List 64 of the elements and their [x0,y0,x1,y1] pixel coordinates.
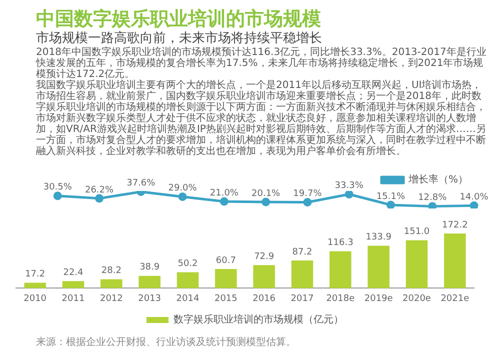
point [178,192,187,202]
chart-title: 中国数字娱乐职业培训的市场规模 [36,8,322,30]
data-label: 28.2 [101,266,122,276]
point [95,194,104,203]
data-label: 14.0% [460,192,489,202]
bar [406,240,428,288]
data-label: 172.2 [442,220,468,230]
data-label: 22.4 [63,268,84,278]
point [220,197,228,206]
x-tick-label: 2017 [290,294,314,304]
legend-label: 数字娱乐职业培训的市场规模（亿元） [174,314,344,326]
data-label: 19.7% [293,189,322,200]
data-label: 21.0% [210,188,239,198]
source-note: 来源：根据企业公开财报、行业访谈及统计预测模型估算。 [36,337,297,349]
data-label: 20.1% [252,188,281,199]
bar [444,234,466,288]
point [428,202,437,208]
data-label: 37.6% [126,178,156,189]
data-label: 72.9 [254,252,274,262]
data-label: 60.7 [216,256,236,266]
bar [24,282,46,288]
data-label: 151.0 [404,227,430,238]
bar [291,260,314,288]
x-tick-label: 2010 [24,294,47,304]
bar [215,268,237,288]
x-tick-label: 2013 [138,294,162,304]
data-label: 50.2 [178,259,198,270]
x-tick-label: 2019e [364,294,394,304]
data-label: 12.8% [418,193,448,204]
bar [253,265,275,288]
data-label: 26.2% [84,185,114,196]
text: 我国数字娱乐职业培训主要有两个大的增长点，一个是2011年以后移动互联网兴起，UI培训市场热，市场招生容易，就业前景广，国内数字娱乐职业培训市场迎来重要增长点；另一个是2018年，此时数字娱乐职业培训的市场规模的增长则源于以下两方面：一方面新兴技术不断涌现并与休闲娱乐相结合，市场对新兴数字娱乐类型人才处于供不应求的状态，就业状态良好，愿意参加相关课程培训的人数增加，如VR/AR游戏兴起时培训热潮及IP热剧兴起时对影视后期特效、后期制作等方面人才的渴求……另一方面，市场对复合型人才的要求增加，培训机构的课程体系更加系统与深入，同时在教学过程中不断融入新兴科技，企业对教学和教研的支出也在增加，表现为用户客单价会有所增长。 [36,80,487,157]
bar [330,251,352,288]
data-label: 116.3 [328,238,354,248]
x-tick-label: 2016 [252,294,276,304]
bar [176,272,199,288]
data-label: 133.9 [366,232,392,243]
x-tick-label: 2012 [100,294,123,304]
data-label: 17.2 [25,270,46,280]
data-label: 30.5% [43,182,72,193]
data-label: 87.2 [292,247,312,258]
legend-label: 增长率（%） [408,174,468,186]
bar [368,246,390,288]
data-label: 15.1% [376,192,406,202]
x-tick-label: 2020e [402,294,432,304]
bar [62,281,84,288]
point [344,191,354,199]
bar [100,279,122,288]
point [303,198,312,207]
bar [138,276,160,288]
x-tick-label: 2011 [62,294,85,304]
x-tick-label: 2014 [176,294,200,304]
data-label: 38.9 [140,262,160,273]
text: 2018年中国数字娱乐职业培训的市场规模预计达116.3亿元，同比增长33.3%。2013-2017年是行业快速发展的五年，市场规模的复合增长率为17.5%，未来几年市场将持续稳定增长，到2021年市场规模预计达172.2亿元。 [36,47,488,80]
point [53,192,62,200]
point [470,201,478,208]
x-tick-label: 2021e [440,294,470,304]
x-tick-label: 2015 [214,294,238,304]
x-tick-label: 2018e [326,294,356,304]
point [386,200,395,208]
data-label: 33.3% [334,181,364,192]
chart-subtitle: 市场规模一路高歌向前，未来市场将持续平稳增长 [36,30,323,46]
data-label: 29.0% [168,184,198,194]
point [262,198,270,206]
